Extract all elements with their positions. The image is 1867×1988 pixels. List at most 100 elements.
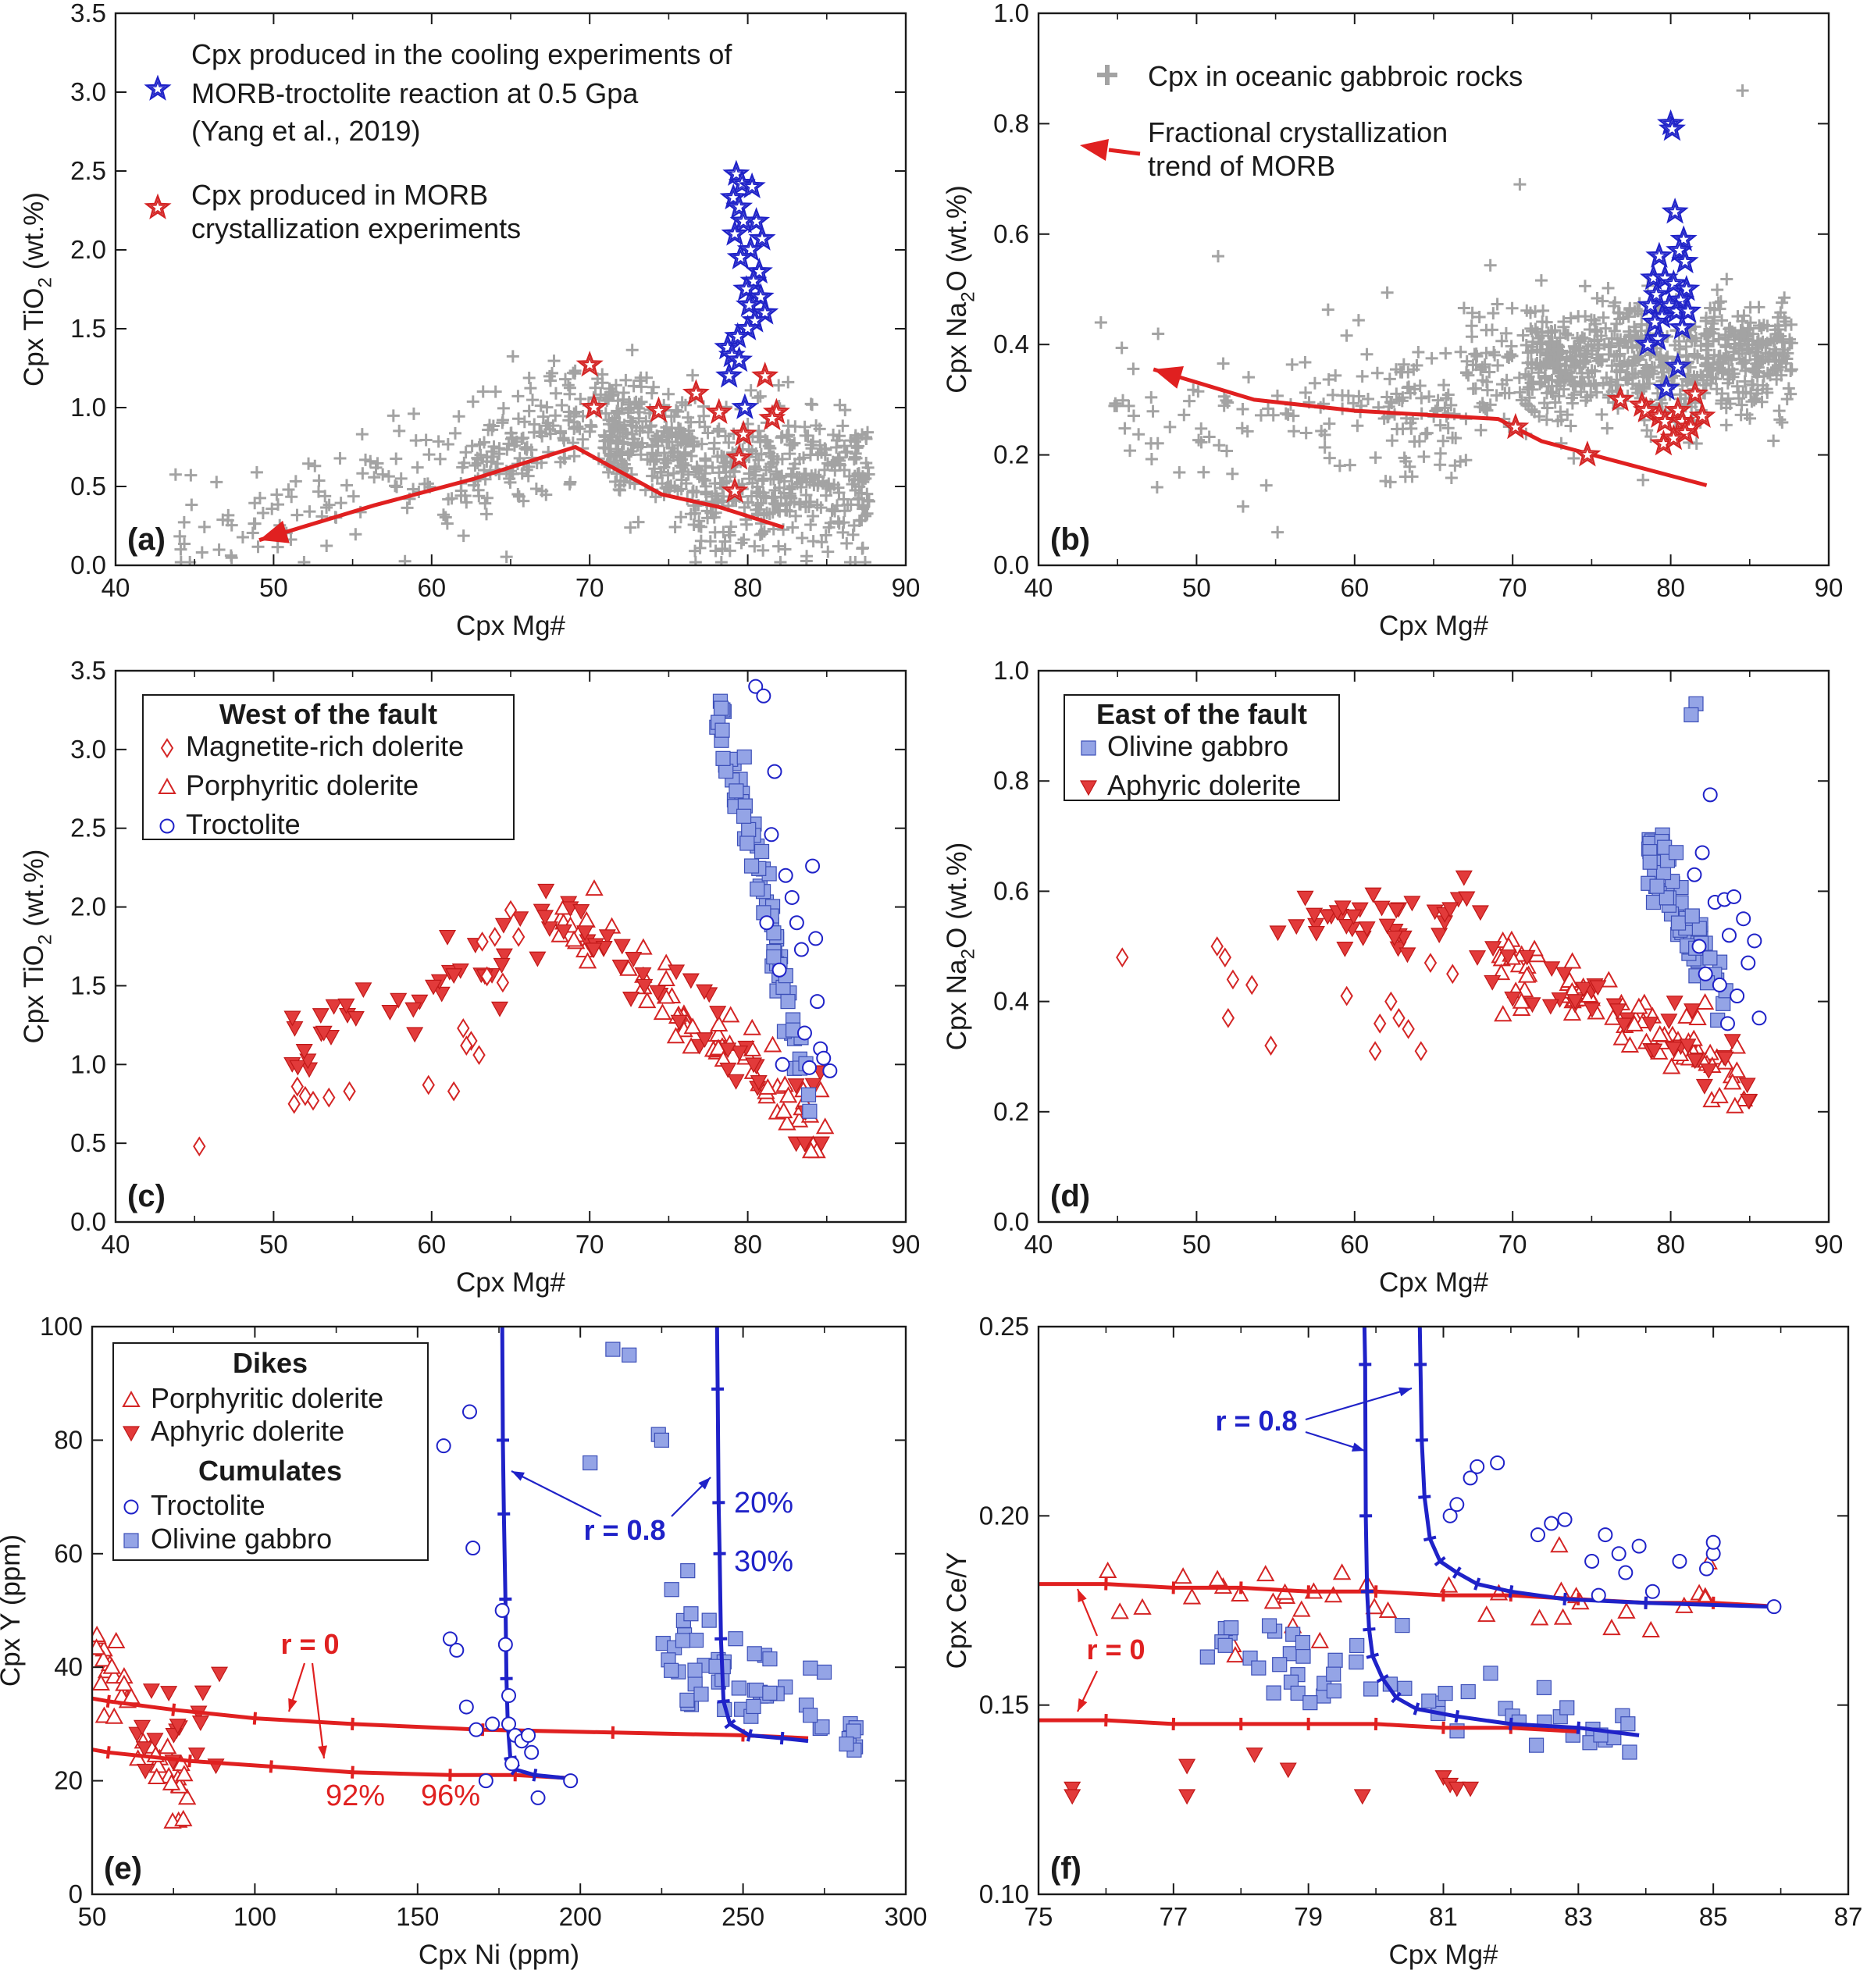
square-marker (1349, 1654, 1364, 1670)
plus-marker (549, 409, 562, 422)
circle-marker (497, 1637, 513, 1652)
plus-marker (1146, 404, 1160, 418)
legend-marker (122, 1426, 141, 1442)
star-marker-inner (764, 409, 781, 426)
trend-line (500, 1327, 565, 1780)
plus-marker (212, 543, 226, 556)
plus-marker (1621, 341, 1634, 354)
plus-marker (1680, 348, 1693, 362)
plus-marker (480, 454, 493, 468)
plus-marker (1752, 301, 1765, 314)
x-tick-label: 70 (575, 1230, 604, 1259)
plus-marker (210, 476, 223, 489)
plus-marker (754, 390, 767, 403)
square-marker (1649, 878, 1665, 894)
plus-marker (1637, 378, 1650, 391)
y-tick-label: 3.5 (70, 0, 106, 27)
plus-marker (1776, 415, 1789, 429)
plus-marker (1597, 376, 1610, 390)
plus-marker (1484, 398, 1497, 411)
diamond-marker (290, 1076, 304, 1097)
plus-marker (617, 437, 630, 451)
plus-marker (679, 477, 693, 490)
triangle-up-marker (801, 1142, 821, 1159)
plus-marker (1473, 311, 1486, 324)
plus-marker (1195, 422, 1208, 435)
x-tick-label: 50 (259, 1230, 288, 1259)
plus-marker (1730, 379, 1744, 393)
plus-marker (1595, 408, 1609, 421)
triangle-down-marker (1523, 997, 1541, 1014)
line-tick-mark (105, 1694, 111, 1708)
star-marker-inner (1648, 286, 1665, 302)
plus-marker (849, 431, 862, 444)
plus-marker (1784, 387, 1798, 401)
plus-marker (340, 479, 354, 492)
plus-marker (540, 401, 554, 414)
circle-marker (1736, 911, 1751, 927)
plus-marker (1203, 430, 1216, 444)
plus-marker (775, 431, 788, 444)
plus-marker (709, 544, 722, 558)
plus-marker (825, 504, 839, 518)
plus-marker (1716, 314, 1729, 327)
triangle-up-marker (1324, 1586, 1343, 1603)
circle-marker (756, 688, 771, 704)
circle-marker (1442, 1508, 1458, 1523)
circle-marker (1721, 928, 1737, 943)
star-marker-inner (1579, 446, 1596, 462)
line-tick-mark (269, 1760, 273, 1773)
triangle-down-marker (727, 1074, 745, 1090)
plus-marker (1719, 419, 1733, 432)
square-marker (746, 1646, 762, 1662)
plus-marker (473, 438, 486, 451)
plus-marker (1784, 364, 1798, 377)
triangle-up-marker (1620, 1035, 1640, 1053)
star-marker-inner (1612, 390, 1629, 408)
chart-panel-d: 40 50 60 70 80 90 0.0 0.2 0.4 0.6 0.8 1.0 Cpx Mg# Cpx… (942, 656, 1843, 1298)
diamond-marker (1423, 953, 1438, 974)
x-tick-label: 80 (1656, 573, 1685, 602)
plot-area (92, 1327, 864, 1829)
triangle-up-marker (102, 1657, 121, 1674)
triangle-down-marker (1660, 1014, 1678, 1030)
plus-marker (1722, 392, 1735, 405)
plus-marker (620, 461, 633, 475)
plus-marker (526, 394, 539, 407)
star-marker-inner (1676, 423, 1694, 440)
plus-marker (1763, 369, 1776, 382)
square-marker (664, 1662, 679, 1678)
y-tick-label: 3.0 (70, 77, 106, 106)
plus-marker (609, 475, 622, 488)
circle-marker (1463, 1470, 1478, 1486)
triangle-down-marker (312, 1008, 330, 1024)
plus-marker (1682, 355, 1695, 369)
plus-marker (534, 399, 547, 412)
triangle-down-marker (622, 992, 640, 1007)
triangle-down-marker (1555, 967, 1573, 983)
line-tick-mark (1454, 1709, 1460, 1723)
plus-marker (804, 518, 818, 531)
circle-marker (1584, 1553, 1600, 1569)
triangle-down-marker (1716, 1051, 1734, 1067)
plus-marker (1712, 296, 1725, 309)
triangle-up-marker (162, 1773, 181, 1790)
plus-marker (841, 498, 854, 511)
circle-marker (1702, 787, 1718, 803)
triangle-down-marker (194, 1685, 212, 1701)
plus-marker (1462, 369, 1475, 382)
plus-marker (1385, 434, 1398, 447)
plus-marker (1352, 390, 1366, 403)
plus-marker (818, 463, 831, 476)
plus-marker (1583, 323, 1596, 337)
plus-marker (1476, 361, 1489, 374)
plus-marker (1423, 390, 1436, 403)
plus-marker (674, 511, 687, 524)
plus-marker (1397, 358, 1410, 371)
star-marker (575, 351, 604, 377)
annotation-r0: r = 0 (280, 1628, 339, 1660)
plus-marker (708, 526, 722, 539)
plus-marker (855, 473, 868, 486)
triangle-down-marker (1448, 1781, 1466, 1797)
plus-marker (1459, 454, 1473, 467)
